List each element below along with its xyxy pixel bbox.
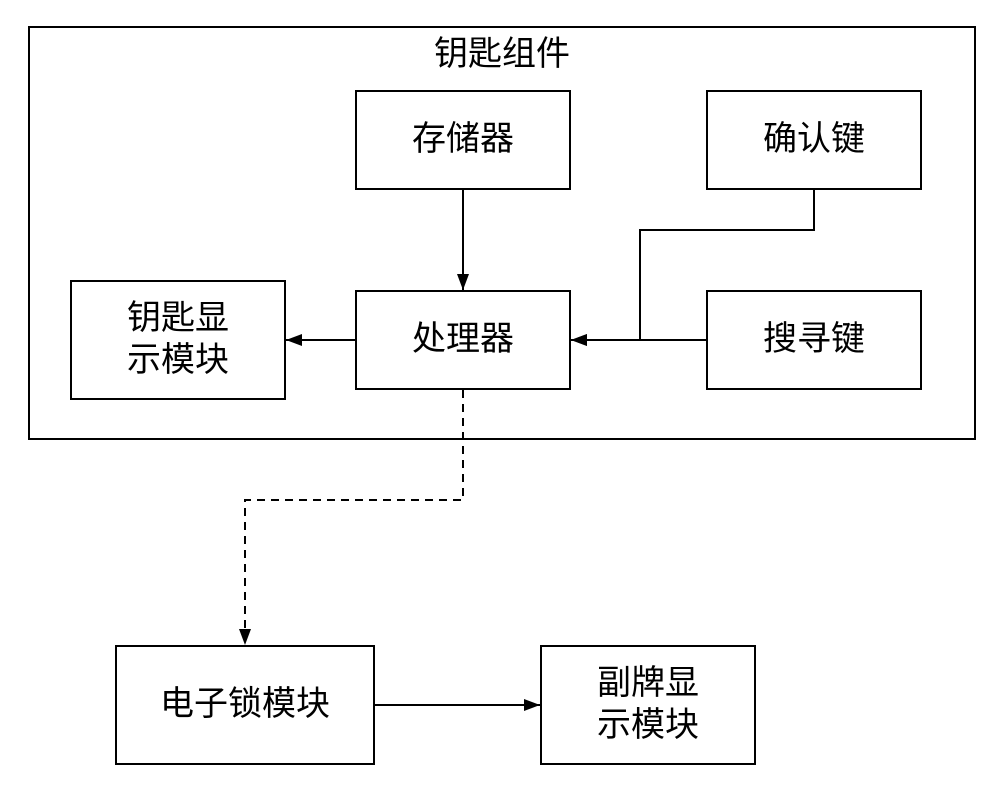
node-sub-display-label: 副牌显 示模块 [597, 663, 699, 748]
node-processor: 处理器 [355, 290, 571, 390]
node-sub-display: 副牌显 示模块 [540, 645, 756, 765]
container-title-text: 钥匙组件 [434, 36, 570, 73]
node-electronic-lock: 电子锁模块 [115, 645, 375, 765]
node-key-display: 钥匙显 示模块 [70, 280, 286, 400]
node-confirm-key-label: 确认键 [763, 119, 865, 162]
node-search-key-label: 搜寻键 [763, 319, 865, 362]
node-processor-label: 处理器 [412, 319, 514, 362]
node-memory-label: 存储器 [412, 119, 514, 162]
node-search-key: 搜寻键 [706, 290, 922, 390]
diagram-canvas: 钥匙组件 存储器 确认键 钥匙显 示模块 处理器 搜寻键 电子锁模块 副牌显 示… [0, 0, 1000, 808]
node-key-display-label: 钥匙显 示模块 [127, 298, 229, 383]
node-memory: 存储器 [355, 90, 571, 190]
container-title: 钥匙组件 [28, 34, 976, 77]
node-confirm-key: 确认键 [706, 90, 922, 190]
node-electronic-lock-label: 电子锁模块 [160, 684, 330, 727]
